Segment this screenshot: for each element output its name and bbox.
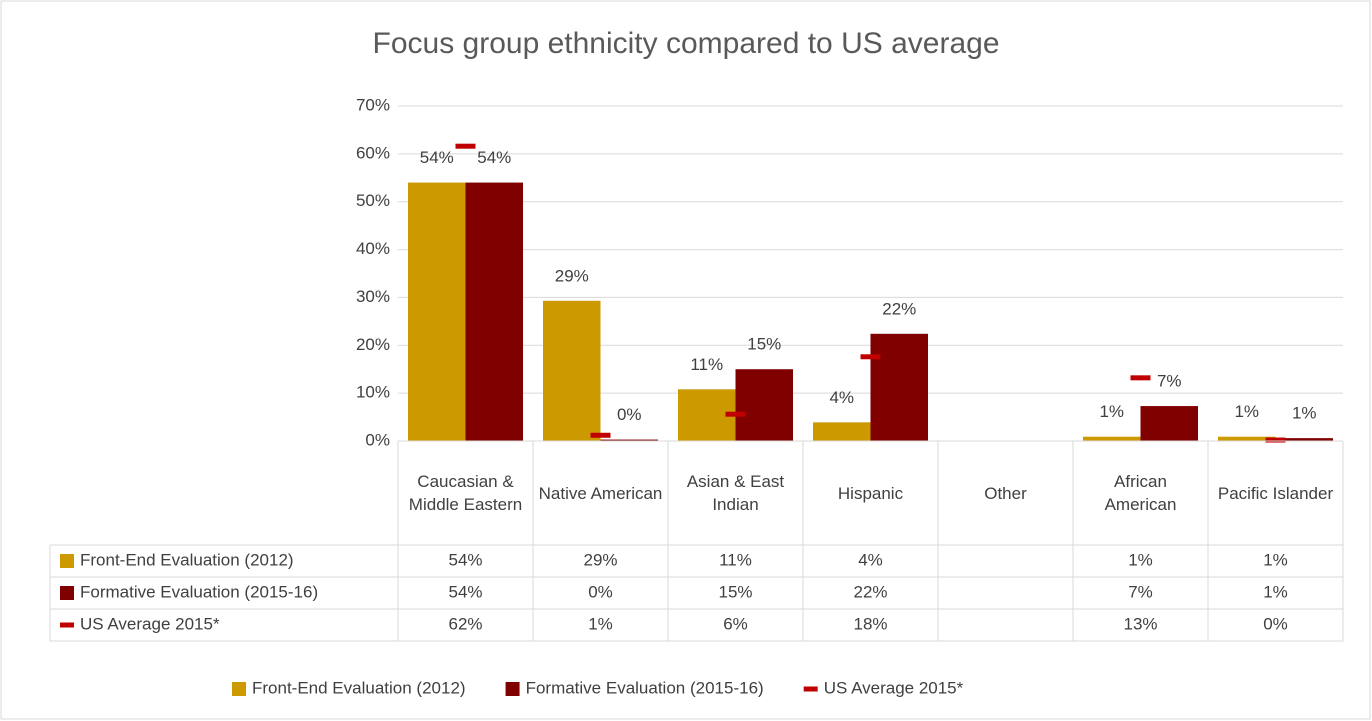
legend-key [505,682,520,696]
legend-label: US Average 2015* [824,678,964,697]
bar [870,333,928,441]
table-cell: 1% [1263,582,1288,601]
table-cell: 0% [588,582,613,601]
table-cell: 1% [1128,550,1153,569]
table-cell: 54% [448,550,482,569]
marker [1265,437,1286,443]
marker [725,411,746,417]
table-cell: 0% [1263,614,1288,633]
legend-key [60,554,74,568]
bar [735,369,793,441]
legend-label: Front-End Evaluation (2012) [252,678,466,697]
data-label: 54% [420,148,454,167]
data-label: 54% [477,148,511,167]
x-tick-label: Other [984,483,1027,503]
table-cell: 6% [723,614,748,633]
x-tick-label: Asian & East Indian [686,472,785,514]
marker [860,354,881,360]
data-label: 15% [747,335,781,354]
table-cell: 62% [448,614,482,633]
table-row-label: Formative Evaluation (2015-16) [80,582,318,601]
y-tick-label: 40% [356,239,390,258]
table-cell: 54% [448,582,482,601]
data-label: 1% [1292,404,1317,423]
data-label: 11% [690,355,723,374]
legend-key [803,686,818,692]
data-label: 1% [1099,402,1124,421]
legend-label: Formative Evaluation (2015-16) [526,678,764,697]
x-tick-label: Hispanic [837,483,904,503]
bar [543,300,601,441]
x-tick-label: Caucasian & Middle Eastern [408,472,523,514]
legend-key [60,586,74,600]
data-label: 4% [829,388,854,407]
data-label: 7% [1157,372,1182,391]
table-cell: 11% [719,550,752,569]
y-tick-label: 0% [365,430,390,449]
marker [1130,375,1151,381]
table-cell: 29% [583,550,617,569]
legend-key [60,622,74,628]
x-tick-label: Native American [538,483,663,503]
bar [408,182,466,442]
chart-title: Focus group ethnicity compared to US ave… [373,27,1000,60]
data-label: 1% [1234,402,1259,421]
y-tick-label: 70% [356,95,390,114]
bar [1275,438,1333,441]
data-label: 29% [555,266,589,285]
legend-key [232,682,246,696]
x-tick-label: Pacific Islander [1217,483,1334,503]
y-tick-label: 20% [356,335,390,354]
bar [465,182,523,442]
bar [1083,436,1141,441]
y-tick-label: 30% [356,287,390,306]
marker [590,432,611,438]
table-cell: 15% [718,582,752,601]
bar [600,439,658,441]
table-cell: 1% [588,614,613,633]
table-cell: 7% [1128,582,1153,601]
y-tick-label: 10% [356,383,390,402]
data-label: 0% [617,405,642,424]
bar [1140,406,1198,441]
y-tick-label: 50% [356,191,390,210]
data-label: 22% [882,299,916,318]
bar [1218,436,1276,441]
table-row-label: Front-End Evaluation (2012) [80,550,294,569]
bar [813,422,871,441]
marker [455,143,476,149]
table-cell: 13% [1123,614,1157,633]
table-cell: 22% [853,582,887,601]
table-row-label: US Average 2015* [80,614,220,633]
table-cell: 4% [858,550,883,569]
table-cell: 18% [853,614,887,633]
x-tick-label: African American [1104,472,1177,514]
table-cell: 1% [1263,550,1288,569]
y-tick-label: 60% [356,143,390,162]
